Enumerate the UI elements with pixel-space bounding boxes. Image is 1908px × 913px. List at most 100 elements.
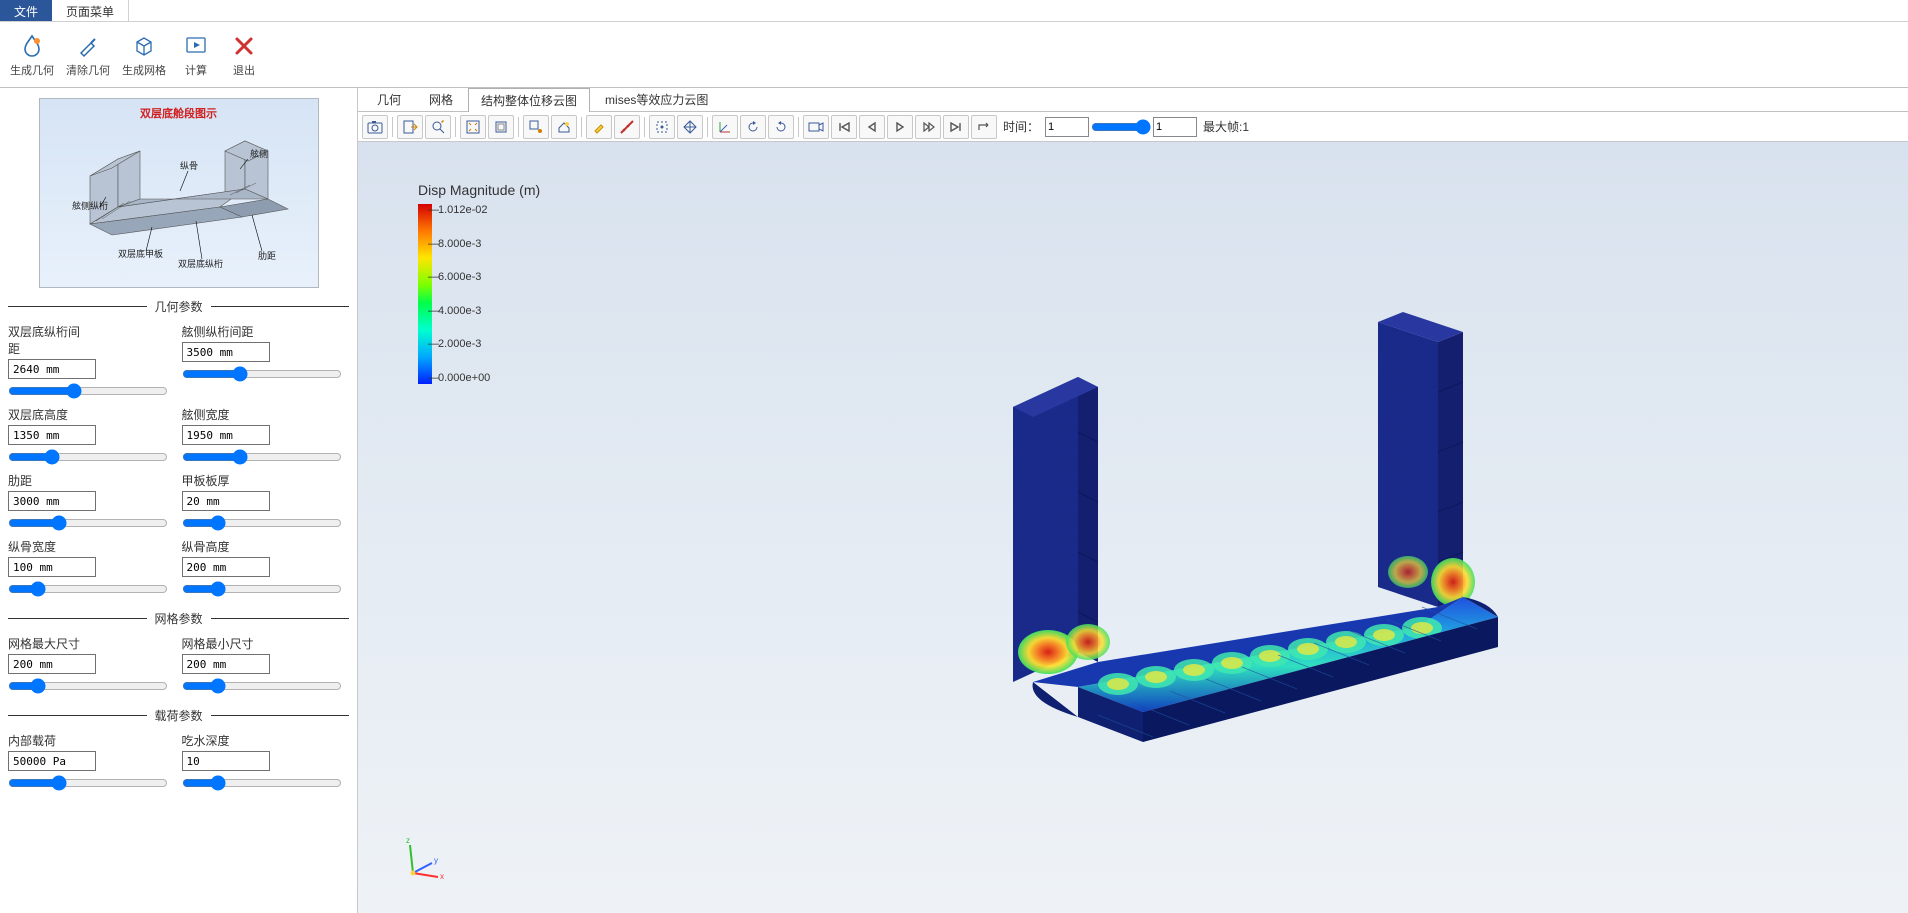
param-input[interactable] xyxy=(182,557,270,577)
generate-mesh-button[interactable]: 生成网格 xyxy=(116,24,172,85)
param-input[interactable] xyxy=(8,557,96,577)
param-slider[interactable] xyxy=(8,449,168,465)
param-label: 舷侧纵桁间距 xyxy=(182,323,254,340)
svg-text:肋距: 肋距 xyxy=(258,251,276,261)
param-slider[interactable] xyxy=(8,775,168,791)
export-icon[interactable] xyxy=(397,115,423,139)
select-icon[interactable] xyxy=(523,115,549,139)
legend-tick: 1.012e-02 xyxy=(438,204,490,216)
param-slider[interactable] xyxy=(8,581,168,597)
param-slider[interactable] xyxy=(182,678,342,694)
param-label: 肋距 xyxy=(8,472,80,489)
calculate-button[interactable]: 计算 xyxy=(172,24,220,85)
param-slider[interactable] xyxy=(8,515,168,531)
time-slider[interactable] xyxy=(1091,119,1151,135)
rotate-cw-icon[interactable] xyxy=(768,115,794,139)
menu-tab-page[interactable]: 页面菜单 xyxy=(52,0,129,21)
param-label: 双层底高度 xyxy=(8,406,80,423)
prev-frame-icon[interactable] xyxy=(859,115,885,139)
legend-title: Disp Magnitude (m) xyxy=(418,182,540,198)
param-input[interactable] xyxy=(182,751,270,771)
play-frame-icon[interactable] xyxy=(887,115,913,139)
param-input[interactable] xyxy=(8,654,96,674)
pan-icon[interactable] xyxy=(677,115,703,139)
param-label: 内部载荷 xyxy=(8,732,80,749)
record-icon[interactable] xyxy=(803,115,829,139)
axis-triad: x z y xyxy=(398,833,448,883)
param-input[interactable] xyxy=(8,751,96,771)
fit-icon[interactable] xyxy=(460,115,486,139)
legend-tick: 2.000e-3 xyxy=(438,338,490,350)
content-area: 几何 网格 结构整体位移云图 mises等效应力云图 xyxy=(358,88,1908,913)
param-slider[interactable] xyxy=(182,449,342,465)
param-slider[interactable] xyxy=(182,775,342,791)
generate-geometry-button[interactable]: 生成几何 xyxy=(4,24,60,85)
section-mesh-title: 网格参数 xyxy=(8,610,349,627)
param-input[interactable] xyxy=(8,425,96,445)
param-input[interactable] xyxy=(8,359,96,379)
ribbon-label: 退出 xyxy=(233,62,255,78)
param-slider[interactable] xyxy=(182,515,342,531)
param-input[interactable] xyxy=(8,491,96,511)
parameter-sidebar: 双层底舱段图示 xyxy=(0,88,358,913)
ribbon-label: 清除几何 xyxy=(66,62,110,78)
svg-text:纵骨: 纵骨 xyxy=(180,161,198,171)
legend-tick: 0.000e+00 xyxy=(438,372,490,384)
pick-icon[interactable] xyxy=(649,115,675,139)
viewer-toolbar: 时间： 最大帧:1 xyxy=(358,112,1908,142)
menu-tabs: 文件 页面菜单 xyxy=(0,0,1908,22)
clear-geometry-button[interactable]: 清除几何 xyxy=(60,24,116,85)
exit-button[interactable]: 退出 xyxy=(220,24,268,85)
droplet-icon xyxy=(18,32,46,60)
ribbon-toolbar: 生成几何 清除几何 生成网格 计算 退出 xyxy=(0,22,1908,88)
svg-text:双层底纵桁: 双层底纵桁 xyxy=(178,258,223,269)
zoom-icon[interactable] xyxy=(425,115,451,139)
param-input[interactable] xyxy=(182,654,270,674)
rotate-ccw-icon[interactable] xyxy=(740,115,766,139)
time-label: 时间： xyxy=(999,118,1043,135)
svg-text:双层底甲板: 双层底甲板 xyxy=(118,248,163,259)
param-label: 纵骨宽度 xyxy=(8,538,80,555)
measure-icon[interactable] xyxy=(614,115,640,139)
ribbon-label: 生成几何 xyxy=(10,62,54,78)
cube-icon xyxy=(130,32,158,60)
svg-text:x: x xyxy=(440,872,444,881)
param-slider[interactable] xyxy=(182,366,342,382)
param-input[interactable] xyxy=(182,491,270,511)
section-geometry-title: 几何参数 xyxy=(8,298,349,315)
close-icon xyxy=(230,32,258,60)
svg-text:y: y xyxy=(434,856,438,865)
param-label: 双层底纵桁间距 xyxy=(8,323,80,357)
param-slider[interactable] xyxy=(182,581,342,597)
menu-tab-file[interactable]: 文件 xyxy=(0,0,52,21)
preview-title: 双层底舱段图示 xyxy=(40,105,318,121)
next-frame-icon[interactable] xyxy=(915,115,941,139)
param-input[interactable] xyxy=(182,342,270,362)
last-frame-icon[interactable] xyxy=(943,115,969,139)
loop-icon[interactable] xyxy=(971,115,997,139)
tab-geometry[interactable]: 几何 xyxy=(364,87,414,111)
tab-mesh[interactable]: 网格 xyxy=(416,87,466,111)
tab-displacement[interactable]: 结构整体位移云图 xyxy=(468,88,590,112)
viewer-3d[interactable]: Disp Magnitude (m) 1.012e-028.000e-36.00… xyxy=(358,142,1908,913)
param-label: 纵骨高度 xyxy=(182,538,254,555)
param-label: 网格最小尺寸 xyxy=(182,635,254,652)
param-slider[interactable] xyxy=(8,383,168,399)
box-icon[interactable] xyxy=(488,115,514,139)
camera-icon[interactable] xyxy=(362,115,388,139)
svg-text:z: z xyxy=(406,836,410,845)
section-load-title: 载荷参数 xyxy=(8,707,349,724)
param-label: 网格最大尺寸 xyxy=(8,635,80,652)
preview-model-svg: 舷侧 纵骨 舷侧纵桁 双层底甲板 双层底纵桁 肋距 xyxy=(70,129,290,269)
tab-mises[interactable]: mises等效应力云图 xyxy=(592,87,721,111)
view-icon[interactable] xyxy=(551,115,577,139)
legend-tick: 4.000e-3 xyxy=(438,305,490,317)
axes-icon[interactable] xyxy=(712,115,738,139)
highlight-icon[interactable] xyxy=(586,115,612,139)
param-input[interactable] xyxy=(182,425,270,445)
param-label: 甲板板厚 xyxy=(182,472,254,489)
frame-spinner[interactable] xyxy=(1153,117,1197,137)
param-slider[interactable] xyxy=(8,678,168,694)
time-spinner[interactable] xyxy=(1045,117,1089,137)
first-frame-icon[interactable] xyxy=(831,115,857,139)
